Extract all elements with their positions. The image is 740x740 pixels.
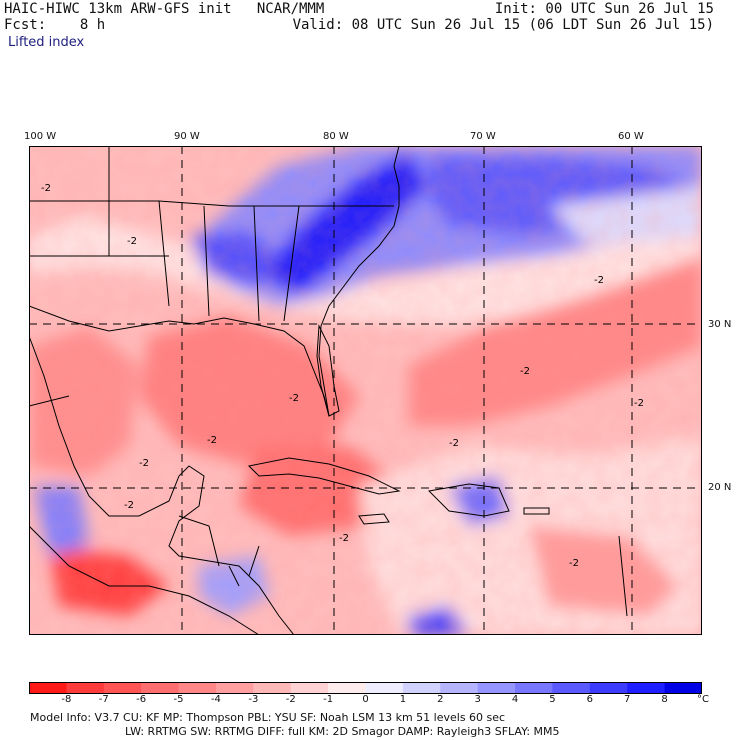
mexico-coast xyxy=(29,335,295,635)
colorbar-tick-label: -6 xyxy=(136,694,147,705)
colorbar-tick-label: -1 xyxy=(323,694,334,705)
lon-label-90w: 90 W xyxy=(174,131,200,142)
colorbar-tick-label: 5 xyxy=(549,694,556,705)
colorbar-swatch xyxy=(440,682,479,694)
contour-label: -2 xyxy=(127,236,137,247)
colorbar-labels: -8 -7 -6 -5 -4 -3 -2 -1 0 1 2 3 4 5 6 7 8 xyxy=(0,694,740,708)
lon-label-80w: 80 W xyxy=(323,131,349,142)
colorbar xyxy=(29,682,702,694)
colorbar-swatch xyxy=(552,682,591,694)
colorbar-tick-label: 3 xyxy=(474,694,481,705)
colorbar-swatch xyxy=(627,682,666,694)
colorbar-swatch xyxy=(328,682,366,694)
contour-label: -2 xyxy=(449,438,459,449)
contour-label: -2 xyxy=(139,458,149,469)
lat-label-20n: 20 N xyxy=(708,482,732,493)
antilles xyxy=(618,535,628,617)
contour-label: -2 xyxy=(207,435,217,446)
central-america-pacific xyxy=(29,525,260,635)
colorbar-tick-label: 0 xyxy=(362,694,369,705)
contour-label: -2 xyxy=(339,533,349,544)
valid-time: Valid: 08 UTC Sun 26 Jul 15 (06 LDT Sun … xyxy=(292,17,714,33)
contour-label: -2 xyxy=(594,275,604,286)
colorbar-swatch xyxy=(402,682,441,694)
colorbar-swatch xyxy=(29,682,67,694)
colorbar-swatch xyxy=(664,682,702,694)
colorbar-swatch xyxy=(178,682,217,694)
contour-label: -2 xyxy=(569,558,579,569)
mexico-inner xyxy=(29,395,260,587)
lon-label-100w: 100 W xyxy=(24,131,57,142)
colorbar-tick-label: 8 xyxy=(661,694,668,705)
colorbar-tick-label: -8 xyxy=(61,694,72,705)
colorbar-swatch xyxy=(141,682,180,694)
init-time: Init: 00 UTC Sun 26 Jul 15 xyxy=(494,1,714,17)
colorbar-swatch xyxy=(589,682,628,694)
model-info-line2: LW: RRTMG SW: RRTMG DIFF: full KM: 2D Sm… xyxy=(125,725,560,738)
cuba xyxy=(247,457,401,495)
colorbar-swatch xyxy=(477,682,516,694)
contour-label: -2 xyxy=(520,366,530,377)
colorbar-tick-label: -5 xyxy=(173,694,184,705)
colorbar-tick-label: 2 xyxy=(437,694,444,705)
colorbar-swatch xyxy=(290,682,329,694)
colorbar-swatch xyxy=(253,682,292,694)
lon-label-70w: 70 W xyxy=(470,131,496,142)
jamaica xyxy=(358,513,390,525)
contour-label: -2 xyxy=(634,398,644,409)
us-state-lines xyxy=(29,146,394,322)
colorbar-tick-label: 7 xyxy=(624,694,631,705)
contour-label: -2 xyxy=(289,393,299,404)
colorbar-swatch xyxy=(515,682,553,694)
model-info-line1: Model Info: V3.7 CU: KF MP: Thompson PBL… xyxy=(30,711,506,724)
map-frame xyxy=(29,146,702,635)
colorbar-tick-label: -3 xyxy=(248,694,259,705)
puerto-rico xyxy=(523,507,550,515)
lifted-index-map: -2 -2 -2 -2 -2 -2 -2 -2 -2 -2 -2 -2 xyxy=(29,146,702,635)
colorbar-tick-label: 6 xyxy=(586,694,594,705)
colorbar-swatch xyxy=(215,682,254,694)
contour-label: -2 xyxy=(41,183,51,194)
hispaniola xyxy=(427,483,510,517)
colorbar-frame xyxy=(29,682,702,694)
lat-label-30n: 30 N xyxy=(708,319,732,330)
colorbar-tick-label: 1 xyxy=(399,694,407,705)
colorbar-unit: °C xyxy=(697,694,709,705)
colorbar-swatch xyxy=(66,682,105,694)
forecast-hour: Fcst: 8 h xyxy=(4,17,106,33)
colorbar-swatch xyxy=(365,682,404,694)
colorbar-tick-label: -7 xyxy=(98,694,109,705)
lon-label-60w: 60 W xyxy=(618,131,644,142)
colorbar-tick-label: 4 xyxy=(511,694,519,705)
colorbar-tick-label: -4 xyxy=(210,694,221,705)
field-name: Lifted index xyxy=(8,35,85,50)
colorbar-tick-label: -2 xyxy=(285,694,296,705)
contour-label: -2 xyxy=(124,500,134,511)
header-title: HAIC-HIWC 13km ARW-GFS init NCAR/MMM xyxy=(4,1,325,17)
colorbar-swatch xyxy=(103,682,142,694)
